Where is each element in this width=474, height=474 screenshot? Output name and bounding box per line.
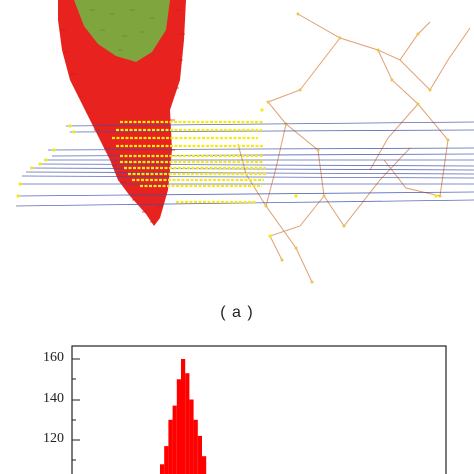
blue-track-group [15,121,474,207]
y-tick-label: 120 [43,431,64,446]
green-speckle [90,9,155,51]
yellow-hit-points [16,108,438,238]
yellow-hit-band [112,120,266,204]
red-shower-speckle [60,9,185,223]
panel-a-event-display [15,0,474,284]
orange-track [399,27,471,91]
orange-track [269,195,325,261]
histogram-bar [189,399,194,474]
y-tick-label: 160 [43,350,64,365]
histogram-bar [181,359,186,474]
histogram-bar [160,464,165,474]
histogram-bar [168,419,173,474]
y-axis-ticks [72,358,80,461]
histogram-bar [193,419,198,474]
y-tick-label: 140 [43,391,64,406]
histogram-bar [185,373,190,474]
histogram-bar [197,435,202,474]
histogram-bar [172,405,177,474]
orange-track [267,37,411,227]
histogram-bar [176,379,181,474]
histogram-bar [202,456,207,474]
orange-track [369,103,419,171]
histogram-bar [164,446,169,474]
orange-track [297,13,431,61]
panel-b-histogram [71,345,447,474]
red-shower-cloud [58,0,186,226]
histogram-bars [160,359,207,474]
panel-a-label: ( a ) [220,304,254,321]
green-shower-core [74,0,170,62]
plot-frame [71,345,447,474]
